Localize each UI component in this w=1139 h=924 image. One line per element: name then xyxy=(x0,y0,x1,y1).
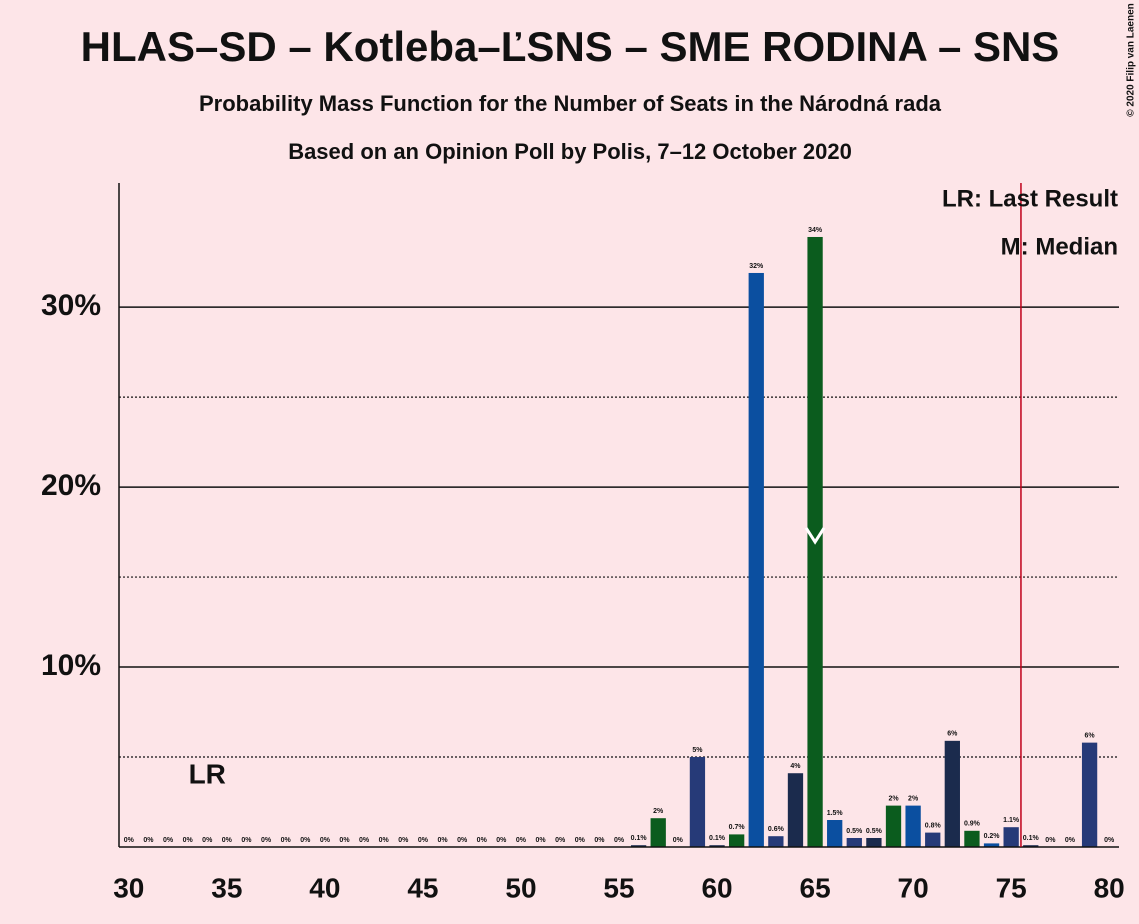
value-label: 0% xyxy=(1065,837,1076,844)
chart-subtitle: Based on an Opinion Poll by Polis, 7–12 … xyxy=(288,139,852,164)
value-label: 4% xyxy=(790,763,801,770)
bar xyxy=(689,757,706,847)
value-label: 0% xyxy=(418,837,429,844)
value-label: 0.9% xyxy=(964,821,981,828)
copyright: © 2020 Filip van Laenen xyxy=(1126,3,1137,117)
x-tick-label: 50 xyxy=(505,872,536,903)
x-tick-label: 70 xyxy=(898,872,929,903)
last-result-label: LR xyxy=(189,758,226,789)
value-label: 1.1% xyxy=(1003,817,1020,824)
legend-entry: LR: Last Result xyxy=(942,185,1118,212)
value-label: 0% xyxy=(183,837,194,844)
bar xyxy=(630,845,647,847)
value-label: 0% xyxy=(477,837,488,844)
value-label: 0% xyxy=(594,837,605,844)
bar xyxy=(885,805,902,847)
value-label: 0% xyxy=(202,837,213,844)
value-label: 1.5% xyxy=(827,810,844,817)
x-tick-label: 75 xyxy=(996,872,1027,903)
value-label: 0% xyxy=(143,837,154,844)
value-label: 0% xyxy=(124,837,135,844)
value-label: 0% xyxy=(496,837,507,844)
value-label: 2% xyxy=(908,795,919,802)
value-label: 0% xyxy=(163,837,174,844)
chart-title: HLAS–SD – Kotleba–ĽSNS – SME RODINA – SN… xyxy=(81,23,1060,70)
bar xyxy=(1003,827,1019,847)
value-label: 0% xyxy=(1104,837,1115,844)
value-label: 0.1% xyxy=(1023,835,1040,842)
value-label: 0% xyxy=(300,837,311,844)
value-label: 0.5% xyxy=(846,828,863,835)
value-label: 0.7% xyxy=(729,824,746,831)
bar xyxy=(983,843,1000,847)
value-label: 0% xyxy=(673,837,684,844)
bar xyxy=(1023,845,1039,847)
value-label: 0.6% xyxy=(768,826,785,833)
value-label: 0% xyxy=(398,837,409,844)
bar xyxy=(944,740,960,847)
bar xyxy=(846,838,862,847)
bar xyxy=(748,272,764,847)
value-label: 0% xyxy=(320,837,331,844)
x-tick-label: 80 xyxy=(1094,872,1125,903)
bar xyxy=(709,845,725,847)
x-tick-label: 55 xyxy=(603,872,634,903)
value-label: 6% xyxy=(947,731,958,738)
x-tick-label: 30 xyxy=(113,872,144,903)
value-label: 0% xyxy=(241,837,252,844)
value-label: 0% xyxy=(536,837,547,844)
y-tick-label: 20% xyxy=(41,469,101,502)
value-label: 0% xyxy=(437,837,448,844)
y-tick-label: 10% xyxy=(41,649,101,682)
x-tick-label: 65 xyxy=(800,872,831,903)
value-label: 0% xyxy=(281,837,292,844)
x-tick-label: 60 xyxy=(701,872,732,903)
bar xyxy=(925,832,941,847)
value-label: 0% xyxy=(1045,837,1056,844)
value-label: 0.5% xyxy=(866,828,883,835)
bar xyxy=(905,805,921,847)
value-label: 0% xyxy=(222,837,233,844)
median-marker xyxy=(804,527,826,545)
value-label: 0.1% xyxy=(709,835,726,842)
bar xyxy=(787,773,804,847)
bar xyxy=(650,818,666,847)
value-label: 5% xyxy=(692,747,703,754)
value-label: 0% xyxy=(457,837,468,844)
value-label: 32% xyxy=(749,263,764,270)
x-tick-label: 35 xyxy=(211,872,242,903)
value-label: 34% xyxy=(808,227,823,234)
value-label: 0% xyxy=(339,837,350,844)
bar xyxy=(964,830,980,847)
legend-entry: M: Median xyxy=(1001,233,1118,260)
bar xyxy=(729,834,745,847)
value-label: 2% xyxy=(653,808,664,815)
chart-subtitle: Probability Mass Function for the Number… xyxy=(199,91,942,116)
value-label: 2% xyxy=(888,795,899,802)
value-label: 0.8% xyxy=(925,822,942,829)
value-label: 0% xyxy=(555,837,566,844)
bar xyxy=(827,820,843,847)
x-tick-label: 45 xyxy=(407,872,438,903)
bar xyxy=(866,838,882,847)
value-label: 0.1% xyxy=(631,835,648,842)
value-label: 0% xyxy=(516,837,527,844)
value-label: 0% xyxy=(261,837,272,844)
value-label: 6% xyxy=(1085,732,1096,739)
value-label: 0% xyxy=(614,837,625,844)
y-tick-label: 30% xyxy=(41,289,101,322)
value-label: 0.2% xyxy=(984,833,1001,840)
x-tick-label: 40 xyxy=(309,872,340,903)
bar xyxy=(1081,742,1098,847)
value-label: 0% xyxy=(359,837,370,844)
bar xyxy=(768,836,784,847)
value-label: 0% xyxy=(379,837,390,844)
value-label: 0% xyxy=(575,837,586,844)
